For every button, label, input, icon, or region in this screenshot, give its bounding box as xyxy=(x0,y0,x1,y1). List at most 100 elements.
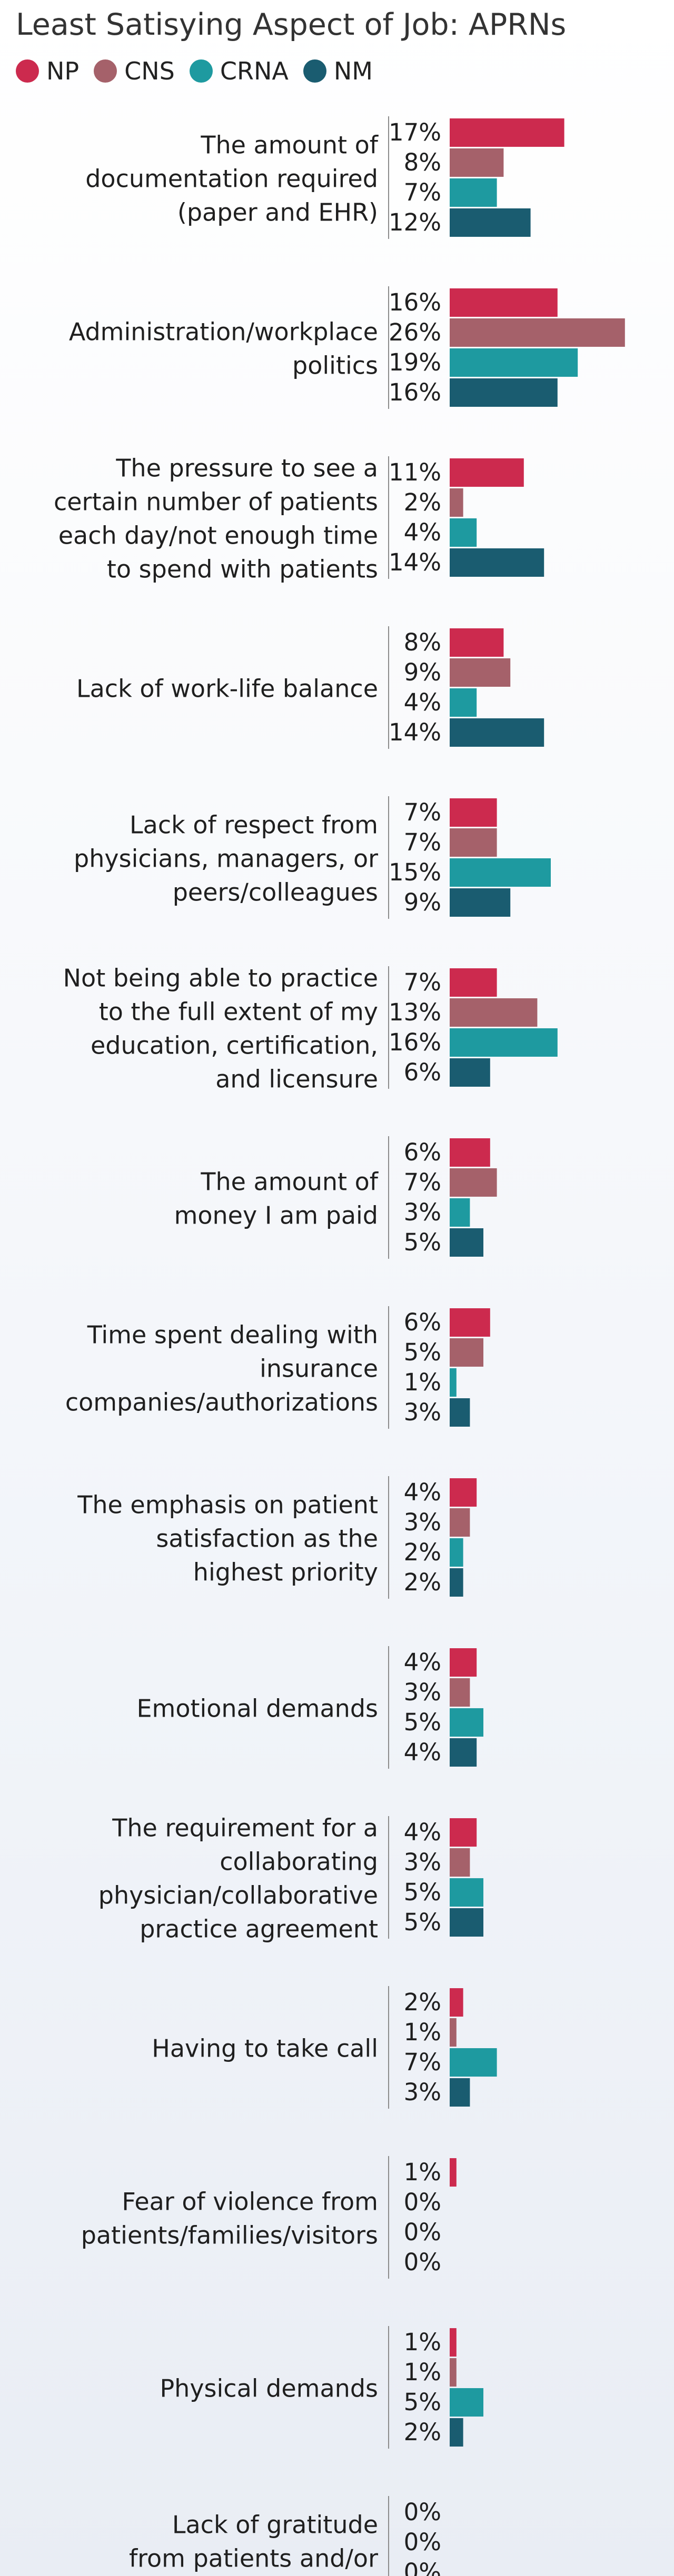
value-label-nm-category-5: 9% xyxy=(404,888,441,916)
bar-cns-category-9 xyxy=(450,1508,470,1537)
bar-crna-category-11 xyxy=(450,1878,483,1907)
bar-nm-category-7 xyxy=(450,1228,483,1257)
value-label-nm-category-11: 5% xyxy=(404,1908,441,1936)
bar-crna-category-2 xyxy=(450,348,578,377)
category-13-label-line-1: Fear of violence from xyxy=(122,2187,378,2216)
bar-cns-category-10 xyxy=(450,1678,470,1707)
value-label-nm-category-13: 0% xyxy=(404,2248,441,2276)
bar-cns-category-4 xyxy=(450,658,511,687)
value-label-nm-category-9: 2% xyxy=(404,1568,441,1596)
category-12-label-line-1: Having to take call xyxy=(152,2034,378,2062)
bar-cns-category-8 xyxy=(450,1338,483,1367)
category-1-label-line-3: (paper and EHR) xyxy=(177,198,378,226)
category-6-label-line-4: and licensure xyxy=(215,1065,378,1093)
bar-group-4: Lack of work-life balance 8%9%4%14% xyxy=(76,626,544,749)
value-label-crna-category-10: 5% xyxy=(404,1708,441,1736)
legend-swatch-nm xyxy=(303,59,326,83)
value-label-cns-category-14: 1% xyxy=(404,2358,441,2386)
bar-cns-category-7 xyxy=(450,1168,497,1197)
bar-cns-category-12 xyxy=(450,2018,457,2047)
value-label-crna-category-1: 7% xyxy=(404,178,441,206)
bar-np-category-7 xyxy=(450,1138,490,1167)
category-7-label-line-1: The amount of xyxy=(200,1167,379,1196)
category-4-label-line-1: Lack of work-life balance xyxy=(76,674,378,703)
bar-crna-category-8 xyxy=(450,1368,457,1397)
bar-crna-category-12 xyxy=(450,2048,497,2077)
category-5-label-line-1: Lack of respect from xyxy=(130,810,378,839)
value-label-cns-category-8: 5% xyxy=(404,1338,441,1366)
value-label-np-category-14: 1% xyxy=(404,2328,441,2356)
value-label-cns-category-15: 0% xyxy=(404,2528,441,2556)
bar-group-6: Not being able to practice to the full ex… xyxy=(63,964,558,1093)
value-label-crna-category-3: 4% xyxy=(404,518,441,546)
bar-crna-category-1 xyxy=(450,178,497,207)
bar-nm-category-4 xyxy=(450,718,544,747)
value-label-crna-category-15: 0% xyxy=(404,2558,441,2576)
bar-group-7: The amount of money I am paid 6%7%3%5% xyxy=(174,1136,497,1259)
category-3-label-line-3: each day/not enough time xyxy=(58,521,378,549)
value-label-np-category-6: 7% xyxy=(404,968,441,996)
bar-crna-category-9 xyxy=(450,1538,463,1567)
bar-nm-category-3 xyxy=(450,548,544,577)
value-label-crna-category-6: 16% xyxy=(389,1028,441,1056)
bar-group-3: The pressure to see a certain number of p… xyxy=(54,454,544,583)
chart-title: Least Satisying Aspect of Job: APRNs xyxy=(16,7,567,42)
category-2-label-line-1: Administration/workplace xyxy=(69,317,378,346)
value-label-crna-category-12: 7% xyxy=(404,2048,441,2076)
category-3-label-line-1: The pressure to see a xyxy=(115,454,378,482)
bar-cns-category-2 xyxy=(450,318,625,347)
bar-crna-category-3 xyxy=(450,518,477,547)
legend-swatch-cns xyxy=(94,59,117,83)
value-label-crna-category-8: 1% xyxy=(404,1368,441,1396)
value-label-np-category-7: 6% xyxy=(404,1138,441,1166)
value-label-np-category-13: 1% xyxy=(404,2158,441,2186)
bar-np-category-8 xyxy=(450,1308,490,1337)
value-label-np-category-1: 17% xyxy=(389,118,441,146)
bar-nm-category-6 xyxy=(450,1058,490,1087)
category-1-label-line-2: documentation required xyxy=(85,164,378,193)
category-5-label-line-3: peers/colleagues xyxy=(173,878,378,906)
category-14-label-line-1: Physical demands xyxy=(160,2374,378,2402)
bar-np-category-9 xyxy=(450,1478,477,1507)
value-label-np-category-8: 6% xyxy=(404,1308,441,1336)
legend-label-nm: NM xyxy=(333,57,373,85)
bar-cns-category-3 xyxy=(450,488,463,517)
bar-np-category-13 xyxy=(450,2158,457,2187)
legend-item-np: NP xyxy=(16,57,79,85)
bar-cns-category-14 xyxy=(450,2358,457,2387)
value-label-cns-category-13: 0% xyxy=(404,2188,441,2216)
value-label-nm-category-14: 2% xyxy=(404,2418,441,2446)
category-11-label-line-4: practice agreement xyxy=(140,1915,378,1943)
bar-group-13: Fear of violence from patients/families/v… xyxy=(81,2156,457,2279)
legend-label-cns: CNS xyxy=(124,57,175,85)
value-label-cns-category-1: 8% xyxy=(404,148,441,176)
bar-cns-category-11 xyxy=(450,1848,470,1877)
category-8-label-line-1: Time spent dealing with xyxy=(87,1320,378,1349)
bar-crna-category-7 xyxy=(450,1198,470,1227)
legend-swatch-np xyxy=(16,59,39,83)
category-9-label-line-1: The emphasis on patient xyxy=(77,1490,378,1519)
value-label-np-category-12: 2% xyxy=(404,1988,441,2016)
bar-group-9: The emphasis on patient satisfaction as t… xyxy=(77,1476,477,1599)
value-label-cns-category-9: 3% xyxy=(404,1508,441,1536)
bar-np-category-11 xyxy=(450,1818,477,1847)
bar-group-8: Time spent dealing with insurance companie… xyxy=(65,1306,490,1429)
category-6-label-line-1: Not being able to practice xyxy=(63,964,378,992)
value-label-nm-category-8: 3% xyxy=(404,1398,441,1426)
value-label-cns-category-7: 7% xyxy=(404,1168,441,1196)
bar-np-category-14 xyxy=(450,2328,457,2357)
bar-np-category-12 xyxy=(450,1988,463,2017)
category-11-label-line-2: collaborating xyxy=(220,1847,378,1876)
category-1-label-line-1: The amount of xyxy=(200,131,379,159)
bar-group-12: Having to take call 2%1%7%3% xyxy=(152,1986,497,2109)
value-label-np-category-15: 0% xyxy=(404,2498,441,2526)
bar-np-category-10 xyxy=(450,1648,477,1677)
value-label-cns-category-4: 9% xyxy=(404,658,441,686)
category-9-label-line-3: highest priority xyxy=(193,1558,378,1586)
value-label-nm-category-3: 14% xyxy=(389,548,441,576)
value-label-crna-category-7: 3% xyxy=(404,1198,441,1226)
bar-cns-category-1 xyxy=(450,148,504,177)
